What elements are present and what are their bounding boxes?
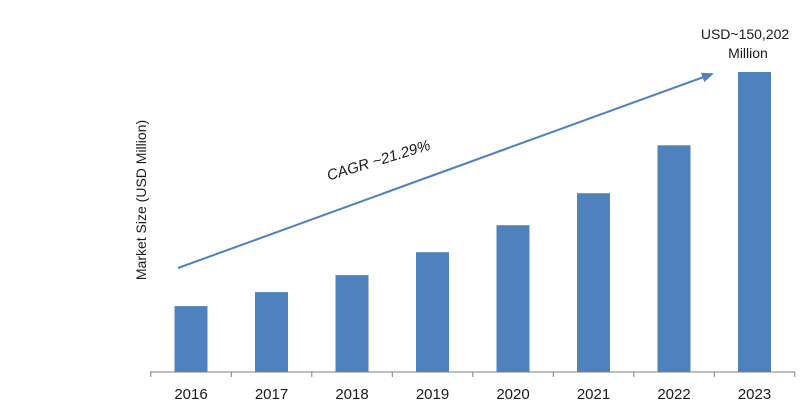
y-axis-label: Market Size (USD Million) bbox=[133, 120, 149, 280]
x-tick-label-2017: 2017 bbox=[255, 386, 288, 403]
cagr-annotation: CAGR ~21.29% bbox=[325, 137, 432, 185]
bar-2023 bbox=[738, 72, 771, 372]
bar-2022 bbox=[657, 145, 691, 372]
x-tick-label-2018: 2018 bbox=[335, 386, 368, 403]
bar-2016 bbox=[174, 306, 208, 372]
x-tick-label-2022: 2022 bbox=[657, 386, 690, 403]
bar-2017 bbox=[255, 292, 288, 372]
cagr-arrow bbox=[177, 72, 714, 269]
bar-2018 bbox=[335, 275, 369, 372]
bar-2020 bbox=[496, 225, 530, 372]
x-tick-label-2016: 2016 bbox=[174, 386, 207, 403]
bars-layer bbox=[174, 72, 771, 372]
final-value-annotation-line2: Million bbox=[728, 45, 768, 61]
x-tick-label-2020: 2020 bbox=[496, 386, 529, 403]
bar-2021 bbox=[577, 193, 610, 372]
bar-2019 bbox=[416, 252, 449, 372]
x-tick-label-2023: 2023 bbox=[738, 386, 771, 403]
final-value-annotation-line1: USD~150,202 bbox=[701, 26, 790, 42]
x-tick-label-2021: 2021 bbox=[577, 386, 610, 403]
x-ticks-layer: 2016 2017 2018 2019 2020 2021 2022 2023 bbox=[150, 372, 796, 403]
x-tick-label-2019: 2019 bbox=[416, 386, 449, 403]
